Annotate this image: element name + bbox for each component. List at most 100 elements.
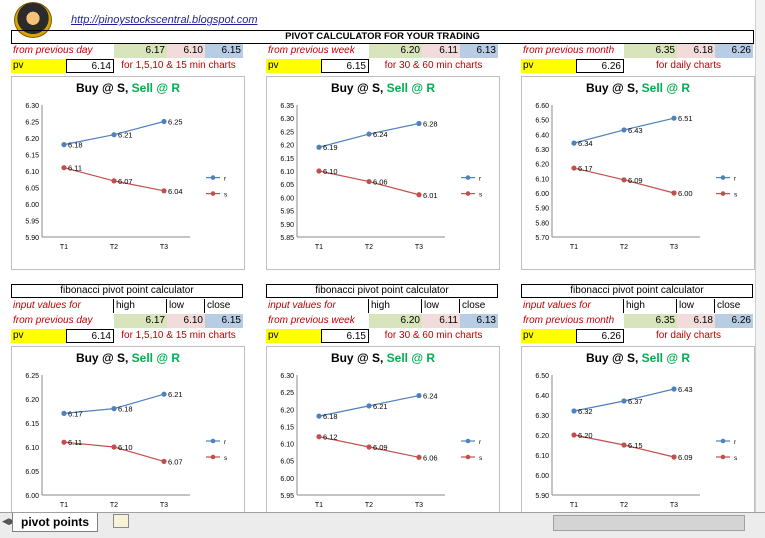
low-input[interactable]: 6.11: [422, 314, 460, 328]
y-tick-label: 6.00: [25, 202, 39, 209]
timeframe-note: for 1,5,10 & 15 min charts: [121, 330, 236, 341]
y-tick-label: 6.05: [280, 459, 294, 466]
x-tick-label: T2: [365, 244, 373, 251]
sheet-tab-pivot-points[interactable]: pivot points: [12, 513, 98, 532]
y-tick-label: 5.80: [535, 220, 549, 227]
y-tick-label: 5.95: [280, 209, 294, 216]
data-label-r: 6.19: [323, 143, 338, 152]
data-point-s: [416, 454, 422, 460]
data-point-r: [621, 398, 627, 404]
data-point-r: [366, 403, 372, 409]
legend-marker-s: [465, 454, 471, 460]
input-row: from previous month 6.35 6.18 6.26: [521, 314, 753, 328]
high-input[interactable]: 6.20: [369, 44, 422, 58]
pivot-value: 6.14: [66, 59, 114, 73]
y-tick-label: 6.05: [25, 469, 39, 476]
data-point-s: [366, 178, 372, 185]
chart-title: Buy @ S, Sell @ R: [12, 81, 244, 95]
close-input[interactable]: 6.26: [715, 314, 753, 328]
data-label-s: 6.12: [323, 433, 338, 442]
pivot-chart: Buy @ S, Sell @ R 5.85 5.90 5.95 6.00 6.05 6.1…: [266, 76, 500, 270]
data-point-r: [161, 118, 167, 125]
y-tick-label: 6.30: [25, 103, 39, 110]
low-input[interactable]: 6.10: [167, 44, 205, 58]
high-input[interactable]: 6.20: [369, 314, 422, 328]
pivot-label: pv: [266, 59, 321, 73]
legend-label-r: r: [224, 439, 227, 446]
timeframe-note: for daily charts: [655, 330, 722, 341]
pivot-label: pv: [266, 329, 321, 343]
data-label-s: 6.09: [373, 443, 388, 452]
y-tick-label: 5.90: [535, 206, 549, 213]
low-input[interactable]: 6.18: [677, 314, 715, 328]
high-input[interactable]: 6.17: [114, 44, 167, 58]
legend-label-s: s: [224, 455, 228, 462]
data-point-s: [621, 177, 627, 183]
pivot-row: pv 6.15 for 30 & 60 min charts: [266, 59, 498, 73]
y-tick-label: 6.25: [280, 129, 294, 136]
data-label-r: 6.51: [678, 114, 693, 123]
y-tick-label: 6.15: [280, 424, 294, 431]
y-tick-label: 6.00: [535, 191, 549, 198]
data-label-r: 6.21: [373, 402, 388, 411]
legend-marker-r: [210, 175, 216, 180]
timeframe-note: for 1,5,10 & 15 min charts: [121, 60, 236, 71]
data-point-r: [61, 142, 67, 148]
data-label-r: 6.18: [118, 405, 133, 414]
chart-title-sell: Sell @ R: [641, 81, 691, 95]
y-tick-label: 6.15: [280, 156, 294, 163]
sheet-nav-arrows-icon[interactable]: ◀▶: [2, 516, 16, 526]
pivot-chart: Buy @ S, Sell @ R 5.90 6.00 6.10 6.20 6.30 6.4…: [521, 346, 755, 514]
chart-title: Buy @ S, Sell @ R: [522, 81, 754, 95]
chart-title-sell: Sell @ R: [386, 351, 436, 365]
y-tick-label: 6.15: [25, 421, 39, 428]
close-input[interactable]: 6.15: [205, 314, 243, 328]
close-input[interactable]: 6.26: [715, 44, 753, 58]
close-input[interactable]: 6.13: [460, 44, 498, 58]
chart-title-sell: Sell @ R: [131, 81, 181, 95]
y-tick-label: 5.95: [280, 493, 294, 500]
pivot-row: pv 6.14 for 1,5,10 & 15 min charts: [11, 59, 243, 73]
x-tick-label: T1: [60, 502, 68, 509]
horizontal-scrollbar[interactable]: [553, 515, 745, 531]
y-tick-label: 6.50: [535, 118, 549, 125]
legend-label-s: s: [224, 192, 228, 199]
pivot-row: pv 6.15 for 30 & 60 min charts: [266, 329, 498, 343]
y-tick-label: 6.05: [280, 182, 294, 189]
legend-marker-s: [720, 454, 726, 460]
pivot-value: 6.26: [576, 59, 624, 73]
high-input[interactable]: 6.35: [624, 44, 677, 58]
chart-title-buy: Buy @ S,: [330, 351, 384, 365]
y-tick-label: 6.10: [280, 169, 294, 176]
data-label-s: 6.06: [373, 178, 388, 187]
high-input[interactable]: 6.17: [114, 314, 167, 328]
pivot-value: 6.15: [321, 329, 369, 343]
data-point-s: [671, 454, 677, 460]
data-label-s: 6.10: [118, 443, 133, 452]
y-tick-label: 6.10: [535, 176, 549, 183]
from-label: from previous day: [13, 45, 93, 56]
x-tick-label: T1: [60, 244, 68, 251]
y-tick-label: 6.10: [280, 442, 294, 449]
x-tick-label: T2: [365, 502, 373, 509]
y-tick-label: 6.25: [25, 120, 39, 127]
line-chart-svg: 5.95 6.00 6.05 6.10 6.15 6.20 6.25 6.30 T1 T2 T3 6.…: [280, 373, 483, 509]
data-label-s: 6.15: [628, 441, 643, 450]
legend-label-s: s: [479, 192, 483, 199]
close-input[interactable]: 6.13: [460, 314, 498, 328]
column-high: high: [624, 299, 677, 313]
input-label: input values for: [266, 299, 369, 313]
y-tick-label: 6.20: [535, 162, 549, 169]
chart-title-buy: Buy @ S,: [585, 351, 639, 365]
high-input[interactable]: 6.35: [624, 314, 677, 328]
data-label-r: 6.18: [323, 412, 338, 421]
blog-url-link[interactable]: http://pinoystockscentral.blogspot.com: [71, 14, 258, 26]
vertical-scrollbar[interactable]: [755, 0, 765, 512]
insert-sheet-icon[interactable]: [113, 514, 129, 528]
close-input[interactable]: 6.15: [205, 44, 243, 58]
low-input[interactable]: 6.18: [677, 44, 715, 58]
data-label-s: 6.00: [678, 189, 693, 198]
low-input[interactable]: 6.10: [167, 314, 205, 328]
low-input[interactable]: 6.11: [422, 44, 460, 58]
legend-marker-s: [720, 191, 726, 196]
